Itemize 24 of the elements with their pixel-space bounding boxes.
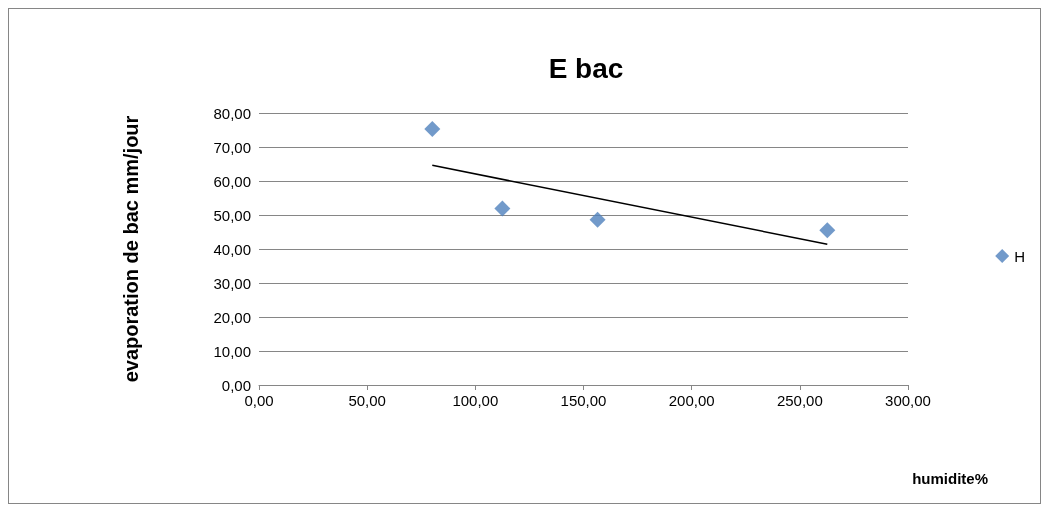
y-tick-label: 70,00: [213, 138, 251, 156]
x-tick-label: 50,00: [348, 392, 386, 409]
x-tick-label: 100,00: [452, 392, 499, 409]
point: [589, 211, 606, 228]
x-tick-label: 250,00: [776, 392, 823, 409]
y-axis-title: evaporation de bac mm/jour: [120, 115, 142, 383]
y-tick-label: 50,00: [213, 206, 251, 224]
point: [819, 222, 836, 239]
point: [494, 200, 511, 217]
x-tick-label: 0,00: [244, 392, 274, 409]
y-tick-label: 40,00: [213, 240, 251, 258]
y-tick-label: 60,00: [213, 172, 251, 190]
x-tick-label: 200,00: [668, 392, 715, 409]
x-axis-title: humidite%: [912, 470, 988, 487]
x-tick-label: 300,00: [885, 392, 931, 409]
y-tick-label: 20,00: [213, 308, 251, 326]
chart-title: E bac: [548, 52, 624, 84]
y-tick-label: 10,00: [213, 342, 251, 360]
legend-label: H: [1014, 247, 1026, 265]
x-tick-label: 150,00: [560, 392, 607, 409]
y-tick-label: 30,00: [213, 274, 251, 292]
y-tick-label: 0,00: [221, 376, 251, 394]
y-tick-label: 80,00: [213, 104, 251, 122]
point: [424, 120, 441, 137]
